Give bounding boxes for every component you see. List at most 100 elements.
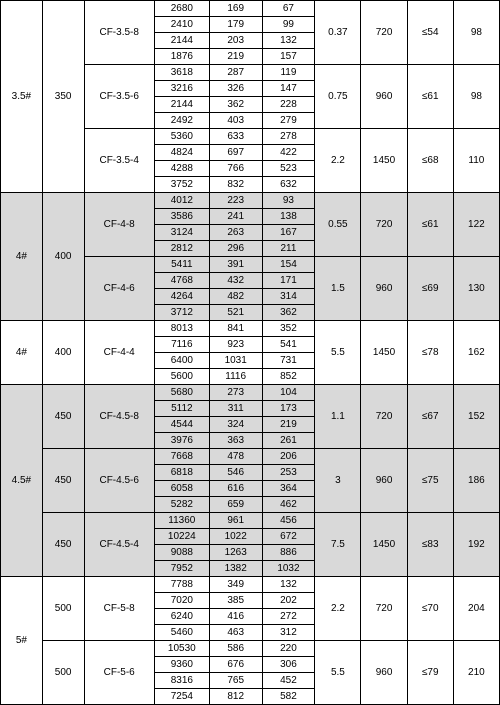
col-size: 4# (1, 321, 43, 385)
col-c10: 204 (453, 577, 499, 641)
col-val-5: 633 (209, 129, 262, 145)
col-c9: ≤78 (407, 321, 453, 385)
col-val-6: 462 (262, 497, 315, 513)
col-val-5: 616 (209, 481, 262, 497)
col-val-5: 273 (209, 385, 262, 401)
col-val-4: 10224 (154, 529, 209, 545)
col-val-4: 8316 (154, 673, 209, 689)
col-val-6: 278 (262, 129, 315, 145)
col-size: 4# (1, 193, 43, 321)
col-val-5: 521 (209, 305, 262, 321)
col-val-6: 541 (262, 337, 315, 353)
table-row: 500CF-5-6105305862205.5960≤79210 (1, 641, 500, 657)
col-val-4: 2144 (154, 97, 209, 113)
col-model: CF-5-8 (84, 577, 154, 641)
col-val-4: 7254 (154, 689, 209, 705)
col-val-5: 482 (209, 289, 262, 305)
col-val-4: 5600 (154, 369, 209, 385)
col-val-5: 362 (209, 97, 262, 113)
col-val-5: 241 (209, 209, 262, 225)
col-c10: 98 (453, 1, 499, 65)
col-c7: 2.2 (315, 577, 361, 641)
col-size: 5# (1, 577, 43, 705)
col-c7: 0.75 (315, 65, 361, 129)
col-val-4: 4824 (154, 145, 209, 161)
col-dim: 400 (42, 193, 84, 321)
col-val-4: 4012 (154, 193, 209, 209)
col-val-4: 2144 (154, 33, 209, 49)
col-c9: ≤61 (407, 193, 453, 257)
col-val-4: 6058 (154, 481, 209, 497)
col-dim: 500 (42, 577, 84, 641)
col-c8: 720 (361, 1, 407, 65)
col-val-4: 4768 (154, 273, 209, 289)
table-row: 3.5#350CF-3.5-82680169670.37720≤5498 (1, 1, 500, 17)
col-dim: 450 (42, 449, 84, 513)
col-c8: 1450 (361, 129, 407, 193)
col-val-6: 154 (262, 257, 315, 273)
col-c8: 1450 (361, 321, 407, 385)
col-val-5: 697 (209, 145, 262, 161)
col-model: CF-4.5-8 (84, 385, 154, 449)
col-model: CF-3.5-8 (84, 1, 154, 65)
col-val-6: 261 (262, 433, 315, 449)
col-val-6: 314 (262, 289, 315, 305)
col-model: CF-4-4 (84, 321, 154, 385)
col-val-6: 167 (262, 225, 315, 241)
col-val-4: 5460 (154, 625, 209, 641)
col-val-6: 138 (262, 209, 315, 225)
col-val-5: 296 (209, 241, 262, 257)
col-val-4: 3618 (154, 65, 209, 81)
col-val-5: 766 (209, 161, 262, 177)
col-val-6: 582 (262, 689, 315, 705)
col-model: CF-4-6 (84, 257, 154, 321)
table-row: 4.5#450CF-4.5-856802731041.1720≤67152 (1, 385, 500, 401)
col-val-5: 812 (209, 689, 262, 705)
col-c7: 5.5 (315, 321, 361, 385)
col-val-5: 586 (209, 641, 262, 657)
col-c9: ≤75 (407, 449, 453, 513)
col-val-4: 11360 (154, 513, 209, 529)
col-val-6: 272 (262, 609, 315, 625)
col-val-5: 179 (209, 17, 262, 33)
col-val-5: 311 (209, 401, 262, 417)
col-val-5: 363 (209, 433, 262, 449)
col-dim: 450 (42, 513, 84, 577)
col-c9: ≤67 (407, 385, 453, 449)
col-val-5: 765 (209, 673, 262, 689)
table-row: 5#500CF-5-877883491322.2720≤70204 (1, 577, 500, 593)
col-c8: 720 (361, 385, 407, 449)
col-val-4: 7788 (154, 577, 209, 593)
col-val-5: 1263 (209, 545, 262, 561)
col-c9: ≤70 (407, 577, 453, 641)
col-val-6: 132 (262, 33, 315, 49)
col-val-6: 1032 (262, 561, 315, 577)
col-c9: ≤54 (407, 1, 453, 65)
table-wrapper: 3.5#350CF-3.5-82680169670.37720≤5498 241 0… (0, 0, 500, 705)
col-val-4: 4264 (154, 289, 209, 305)
col-val-4: 9360 (154, 657, 209, 673)
col-c8: 960 (361, 449, 407, 513)
table-row: 450CF-4.5-4113609614567.51450≤83192 (1, 513, 500, 529)
col-val-4: 2492 (154, 113, 209, 129)
col-val-5: 1382 (209, 561, 262, 577)
col-c10: 192 (453, 513, 499, 577)
table-row: 4#400CF-4-84012223930.55720≤61122 (1, 193, 500, 209)
col-val-4: 5411 (154, 257, 209, 273)
col-val-4: 3752 (154, 177, 209, 193)
col-val-5: 659 (209, 497, 262, 513)
col-c9: ≤69 (407, 257, 453, 321)
col-val-4: 7952 (154, 561, 209, 577)
col-c8: 720 (361, 577, 407, 641)
col-dim: 450 (42, 385, 84, 449)
col-val-4: 9088 (154, 545, 209, 561)
col-val-6: 171 (262, 273, 315, 289)
col-val-5: 326 (209, 81, 262, 97)
col-val-5: 416 (209, 609, 262, 625)
col-val-4: 5680 (154, 385, 209, 401)
col-model: CF-4-8 (84, 193, 154, 257)
col-val-5: 349 (209, 577, 262, 593)
col-val-6: 312 (262, 625, 315, 641)
col-val-5: 223 (209, 193, 262, 209)
col-c8: 960 (361, 257, 407, 321)
